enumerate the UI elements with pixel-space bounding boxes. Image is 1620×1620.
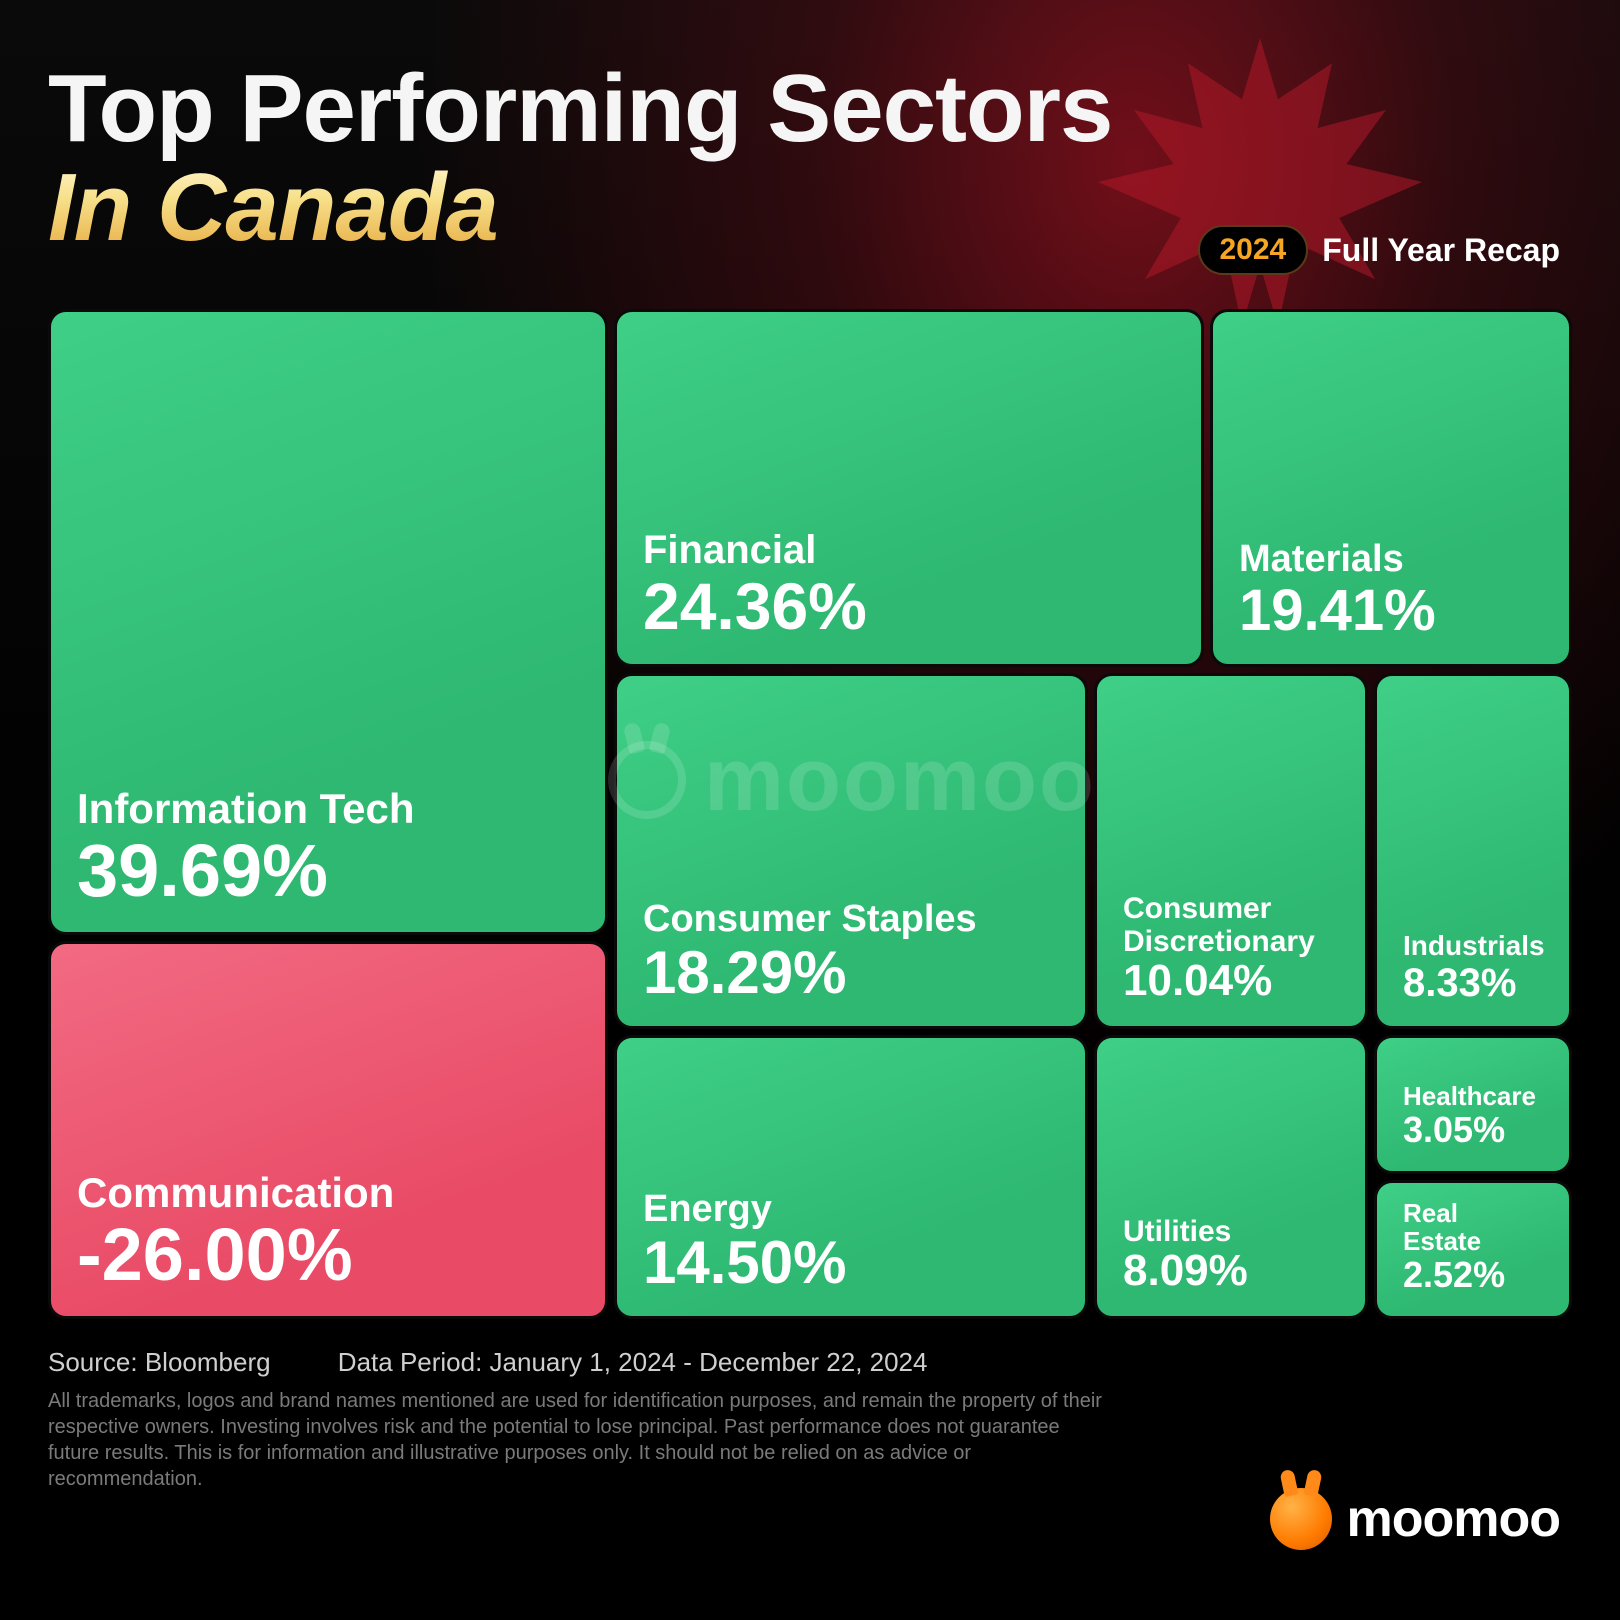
tile-value: 19.41% [1239, 581, 1543, 642]
tile-value: 39.69% [77, 832, 579, 910]
title-line-2: In Canada [48, 158, 498, 259]
tile-value: 14.50% [643, 1231, 1059, 1294]
tile-consumer-staples: Consumer Staples18.29% [614, 673, 1088, 1029]
source-label: Source: Bloomberg [48, 1347, 271, 1377]
tile-value: 2.52% [1403, 1256, 1543, 1294]
tile-utilities: Utilities8.09% [1094, 1035, 1368, 1319]
data-period: Data Period: January 1, 2024 - December … [338, 1347, 928, 1377]
tile-label: Industrials [1403, 931, 1543, 962]
sector-treemap: moomoo Information Tech39.69%Communicati… [48, 309, 1572, 1319]
badge-year: 2024 [1198, 225, 1309, 275]
year-badge: 2024 Full Year Recap [1198, 225, 1561, 275]
tile-value: 18.29% [643, 941, 1059, 1004]
tile-materials: Materials19.41% [1210, 309, 1572, 667]
tile-label: Utilities [1123, 1215, 1339, 1248]
title-line-1: Top Performing Sectors [48, 60, 1572, 158]
tile-energy: Energy14.50% [614, 1035, 1088, 1319]
tile-label: Information Tech [77, 786, 579, 832]
disclaimer: All trademarks, logos and brand names me… [48, 1388, 1108, 1492]
tile-industrials: Industrials8.33% [1374, 673, 1572, 1029]
tile-label: Energy [643, 1189, 1059, 1231]
tile-information-tech: Information Tech39.69% [48, 309, 608, 935]
tile-value: -26.00% [77, 1216, 579, 1294]
tile-consumer-discretionary: Consumer Discretionary10.04% [1094, 673, 1368, 1029]
tile-value: 24.36% [643, 572, 1175, 641]
tile-value: 8.09% [1123, 1248, 1339, 1294]
tile-label: Materials [1239, 539, 1543, 581]
tile-label: Communication [77, 1170, 579, 1216]
tile-value: 10.04% [1123, 958, 1339, 1004]
tile-label: Consumer Discretionary [1123, 892, 1339, 958]
footer: Source: Bloomberg Data Period: January 1… [48, 1347, 1572, 1492]
tile-label: Financial [643, 528, 1175, 572]
tile-label: Real Estate [1403, 1199, 1543, 1256]
badge-text: Full Year Recap [1322, 232, 1560, 269]
tile-real-estate: Real Estate2.52% [1374, 1180, 1572, 1319]
tile-value: 3.05% [1403, 1111, 1543, 1149]
tile-healthcare: Healthcare3.05% [1374, 1035, 1572, 1174]
tile-value: 8.33% [1403, 962, 1543, 1004]
tile-label: Healthcare [1403, 1082, 1543, 1111]
tile-label: Consumer Staples [643, 899, 1059, 941]
tile-communication: Communication-26.00% [48, 941, 608, 1319]
tile-financial: Financial24.36% [614, 309, 1204, 667]
